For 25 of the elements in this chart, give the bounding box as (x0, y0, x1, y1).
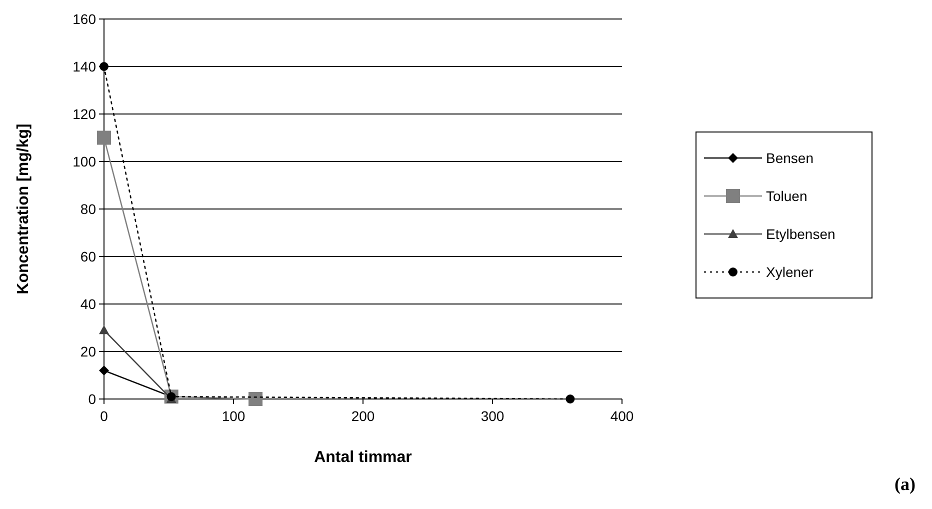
y-tick-label: 60 (80, 248, 96, 264)
y-tick-label: 40 (80, 296, 96, 312)
y-tick-label: 160 (72, 10, 96, 27)
legend-label: Bensen (766, 150, 814, 166)
point (99, 366, 109, 376)
x-tick-label: 400 (610, 408, 634, 424)
y-tick-label: 140 (72, 58, 96, 74)
y-tick-label: 120 (72, 106, 96, 122)
x-tick-label: 300 (480, 408, 504, 424)
y-tick-label: 80 (80, 200, 96, 217)
y-tick-label: 0 (88, 390, 96, 407)
x-tick-label: 100 (222, 408, 246, 424)
text: (a) (894, 474, 916, 494)
legend-label: Xylener (766, 264, 814, 280)
point (566, 394, 575, 404)
point (248, 392, 263, 406)
y-tick-label: 100 (72, 153, 96, 170)
y-tick-label: 20 (80, 343, 96, 360)
legend-label: Toluen (766, 188, 808, 204)
x-tick-label: 0 (100, 408, 108, 424)
x-axis-title: Antal timmar (314, 449, 412, 466)
x-tick-label: 200 (351, 408, 375, 424)
point (97, 130, 111, 145)
legend-label: Etylbensen (766, 226, 836, 242)
y-axis-title: Koncentration [mg/kg] (15, 124, 32, 294)
